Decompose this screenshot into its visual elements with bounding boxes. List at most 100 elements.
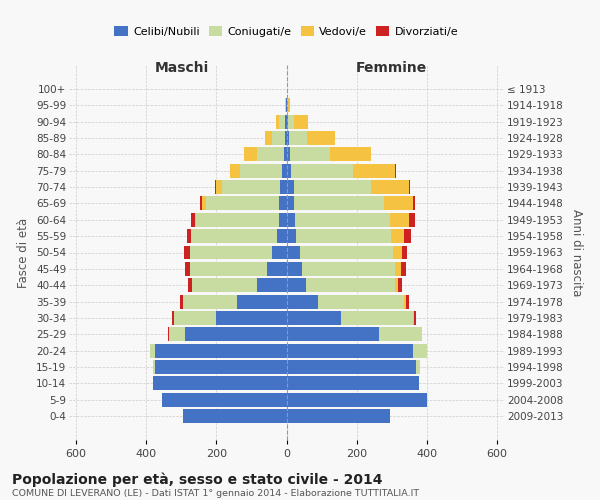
Bar	[183, 409, 287, 423]
Bar	[401, 262, 406, 276]
Bar	[272, 246, 287, 260]
Bar	[287, 360, 416, 374]
Text: Popolazione per età, sesso e stato civile - 2014: Popolazione per età, sesso e stato civil…	[12, 472, 383, 487]
Bar	[371, 180, 409, 194]
Bar	[287, 213, 295, 226]
Bar	[191, 213, 194, 226]
Bar	[216, 180, 223, 194]
Bar	[180, 294, 183, 308]
Bar	[294, 196, 383, 210]
Bar	[185, 262, 190, 276]
Bar	[287, 229, 296, 243]
Bar	[172, 311, 174, 325]
Y-axis label: Anni di nascita: Anni di nascita	[570, 209, 583, 296]
Bar	[287, 409, 390, 423]
Legend: Celibi/Nubili, Coniugati/e, Vedovi/e, Divorziati/e: Celibi/Nubili, Coniugati/e, Vedovi/e, Di…	[110, 22, 463, 42]
Bar	[265, 131, 272, 145]
Bar	[401, 246, 407, 260]
Bar	[293, 180, 371, 194]
Bar	[280, 180, 287, 194]
Text: Femmine: Femmine	[355, 61, 427, 75]
Bar	[188, 278, 192, 292]
Bar	[296, 229, 391, 243]
Bar	[215, 180, 216, 194]
Bar	[341, 311, 413, 325]
Bar	[277, 229, 287, 243]
Bar	[395, 278, 398, 292]
Bar	[185, 328, 287, 341]
Y-axis label: Fasce di età: Fasce di età	[17, 218, 31, 288]
Bar	[413, 311, 414, 325]
Bar	[300, 246, 393, 260]
Bar	[276, 114, 279, 128]
Bar	[279, 213, 287, 226]
Bar	[287, 311, 341, 325]
Bar	[280, 196, 287, 210]
Bar	[287, 114, 288, 128]
Bar	[202, 196, 206, 210]
Bar	[404, 294, 406, 308]
Bar	[302, 262, 395, 276]
Bar	[353, 164, 395, 177]
Bar	[287, 328, 379, 341]
Bar	[295, 213, 390, 226]
Bar	[292, 164, 353, 177]
Bar	[383, 196, 413, 210]
Bar	[192, 278, 257, 292]
Bar	[287, 262, 302, 276]
Bar	[149, 344, 155, 357]
Bar	[287, 196, 294, 210]
Bar	[289, 131, 307, 145]
Bar	[404, 229, 410, 243]
Bar	[287, 278, 306, 292]
Bar	[413, 196, 415, 210]
Bar	[398, 278, 402, 292]
Bar	[169, 328, 185, 341]
Bar	[406, 294, 409, 308]
Bar	[391, 229, 404, 243]
Bar	[409, 213, 415, 226]
Bar	[393, 246, 401, 260]
Bar	[257, 148, 284, 162]
Bar	[284, 148, 287, 162]
Bar	[390, 213, 409, 226]
Bar	[379, 328, 422, 341]
Bar	[183, 294, 238, 308]
Bar	[287, 148, 290, 162]
Bar	[285, 114, 287, 128]
Bar	[155, 360, 287, 374]
Bar	[190, 246, 272, 260]
Bar	[174, 311, 217, 325]
Text: Maschi: Maschi	[155, 61, 209, 75]
Bar	[414, 311, 416, 325]
Bar	[307, 131, 335, 145]
Bar	[184, 246, 190, 260]
Bar	[240, 164, 282, 177]
Bar	[194, 213, 196, 226]
Bar	[267, 262, 287, 276]
Bar	[155, 344, 287, 357]
Bar	[168, 328, 169, 341]
Bar	[288, 114, 293, 128]
Bar	[272, 131, 285, 145]
Bar	[287, 344, 413, 357]
Bar	[282, 164, 287, 177]
Bar	[279, 114, 285, 128]
Bar	[287, 376, 419, 390]
Bar	[153, 376, 287, 390]
Bar	[287, 294, 318, 308]
Bar	[416, 360, 420, 374]
Bar	[285, 131, 287, 145]
Bar	[230, 164, 240, 177]
Bar	[190, 262, 267, 276]
Bar	[257, 278, 287, 292]
Bar	[288, 98, 290, 112]
Bar	[413, 344, 427, 357]
Bar	[287, 180, 293, 194]
Bar	[153, 360, 155, 374]
Bar	[217, 311, 287, 325]
Bar	[293, 114, 308, 128]
Bar	[191, 229, 277, 243]
Bar	[290, 148, 331, 162]
Bar	[287, 131, 289, 145]
